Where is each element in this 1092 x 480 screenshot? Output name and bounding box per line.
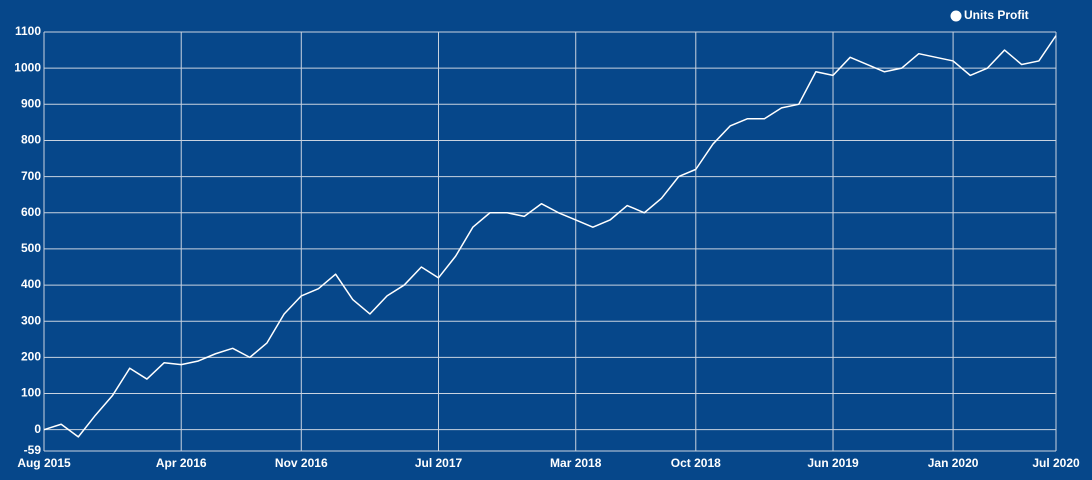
legend-marker	[950, 10, 962, 22]
y-tick-label: 600	[21, 205, 41, 219]
y-tick-label: 300	[21, 313, 41, 327]
legend-label: Units Profit	[964, 8, 1029, 22]
x-tick-label: Jun 2019	[807, 456, 859, 470]
x-tick-label: Jul 2020	[1032, 456, 1080, 470]
y-tick-label: 1000	[14, 60, 41, 74]
x-tick-label: Apr 2016	[156, 456, 207, 470]
data-line	[43, 35, 1057, 438]
x-tick-label: Mar 2018	[550, 456, 602, 470]
y-tick-label: 700	[21, 169, 41, 183]
y-tick-label: 800	[21, 133, 41, 147]
x-tick-label: Aug 2015	[17, 456, 71, 470]
y-tick-label: 400	[21, 277, 41, 291]
y-tick-label: 0	[34, 422, 41, 436]
x-tick-label: Oct 2018	[671, 456, 721, 470]
y-tick-label: 900	[21, 96, 41, 110]
x-tick-label: Jul 2017	[415, 456, 463, 470]
y-tick-label: 500	[21, 241, 41, 255]
x-tick-label: Nov 2016	[275, 456, 328, 470]
y-tick-label: 1100	[15, 24, 41, 38]
y-tick-label: 200	[21, 350, 41, 364]
x-tick-label: Jan 2020	[928, 456, 979, 470]
y-tick-label: -59	[24, 443, 42, 457]
y-tick-label: 100	[21, 386, 41, 400]
